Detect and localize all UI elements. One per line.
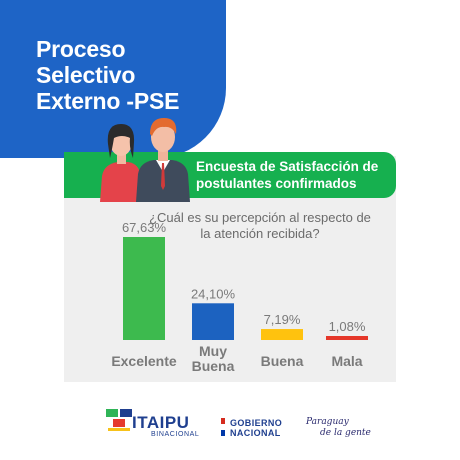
data-label: 1,08% (329, 319, 366, 334)
category-label: Muy (199, 343, 227, 359)
category-label: Excelente (111, 353, 177, 369)
bar-mala (326, 336, 368, 340)
paraguay-line: de la gente (320, 428, 371, 438)
data-label: 24,10% (191, 286, 236, 301)
category-label: Buena (192, 358, 235, 374)
banner-line: Encuesta de Satisfacción de (196, 159, 379, 174)
question-line: la atención recibida? (200, 226, 320, 241)
woman-figure (100, 124, 140, 202)
title-line: Externo -PSE (36, 88, 180, 114)
gobierno-line: GOBIERNO (230, 418, 283, 428)
itaipu-logo-subtext: BINACIONAL (151, 431, 200, 438)
title-line: Selectivo (36, 62, 136, 88)
title-line: Proceso (36, 36, 126, 62)
survey-question: ¿Cuál es su percepción al respecto de la… (110, 210, 410, 242)
survey-banner-title: Encuesta de Satisfacción de postulantes … (196, 158, 386, 192)
gobierno-line: NACIONAL (230, 428, 281, 438)
results-bar-chart: 67,63%Excelente24,10%MuyBuena7,19%Buena1… (111, 220, 368, 374)
bar-excelente (123, 237, 165, 340)
banner-line: postulantes confirmados (196, 176, 357, 191)
data-label: 67,63% (122, 220, 167, 235)
paraguay-flag-icon (221, 418, 225, 436)
paraguay-de-la-gente-logo: Paraguay de la gente (306, 417, 371, 439)
category-label: Mala (331, 353, 362, 369)
people-illustration (100, 118, 190, 202)
bar-muy-buena (192, 303, 234, 340)
itaipu-logo-icon (106, 409, 132, 431)
itaipu-logo-text: ITAIPU (132, 413, 190, 432)
man-figure (136, 118, 190, 202)
bar-buena (261, 329, 303, 340)
page-title: Proceso Selectivo Externo -PSE (36, 36, 180, 114)
category-label: Buena (261, 353, 304, 369)
data-label: 7,19% (264, 312, 301, 327)
gobierno-nacional-logo: GOBIERNO NACIONAL (230, 418, 282, 438)
paraguay-line: Paraguay (306, 417, 349, 427)
question-line: ¿Cuál es su percepción al respecto de (149, 210, 371, 225)
